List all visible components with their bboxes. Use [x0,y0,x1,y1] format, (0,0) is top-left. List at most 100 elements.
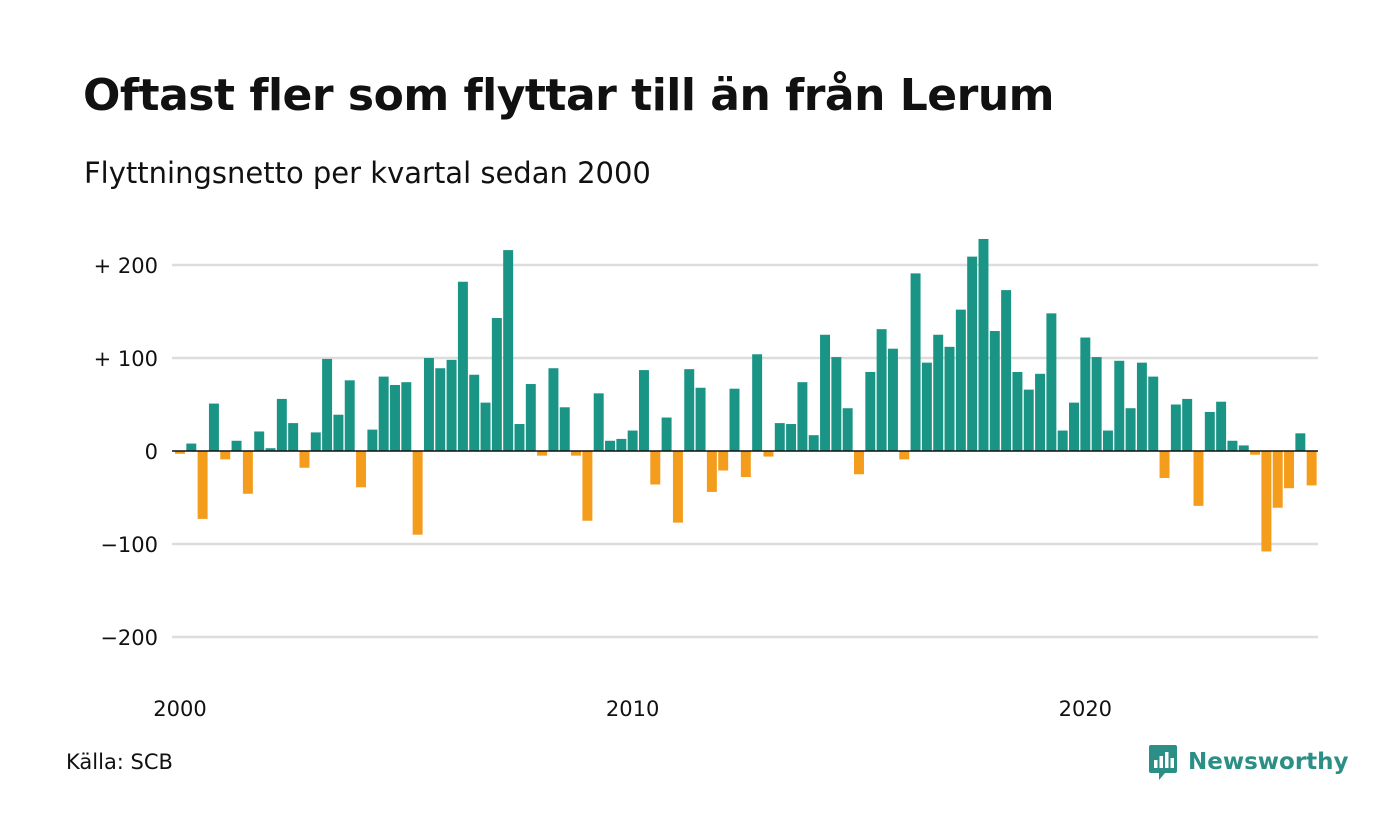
bar [729,388,740,451]
bar [786,424,797,451]
bar [944,346,955,451]
bar [1057,430,1068,451]
bar [1114,360,1125,451]
bar [503,250,514,451]
bar [276,398,287,451]
chart-title: Oftast fler som flyttar till än från Ler… [83,70,1055,121]
bar [582,451,593,521]
bar [333,414,344,451]
bar [1001,290,1012,451]
bar [356,451,367,488]
bar [842,408,853,451]
bar [1170,404,1181,451]
brand-logo[interactable]: Newsworthy [1148,740,1349,784]
bar [1046,313,1057,451]
source-note: Källa: SCB [66,750,173,774]
bar [797,382,808,451]
x-axis-ticks: 2000 2010 2020 [153,697,1112,721]
bar [514,424,525,451]
bar [1216,401,1227,451]
bar [344,380,355,451]
bar [774,423,785,451]
bar [695,387,706,451]
bar [491,318,502,451]
bar [684,369,695,451]
y-tick-label: + 200 [94,254,158,278]
bar [865,371,876,451]
bar [378,376,389,451]
bar [1295,433,1306,451]
bar [921,362,932,451]
bar [1069,402,1079,451]
bar [978,238,989,451]
y-tick-label: −100 [100,533,158,557]
bar [175,451,185,454]
bar [1102,430,1113,451]
x-tick-label: 2010 [606,697,659,721]
bar [1204,411,1215,451]
bar [446,359,457,451]
chart-subtitle: Flyttningsnetto per kvartal sedan 2000 [84,156,651,190]
bar [435,368,446,451]
bar [831,357,842,451]
y-axis-ticks: + 200 + 100 0 −100 −200 [94,254,158,650]
y-tick-label: −200 [100,626,158,650]
bar [718,451,729,471]
bar [571,451,582,456]
bar [265,448,276,451]
x-tick-label: 2000 [153,697,206,721]
bar [672,451,683,523]
bar [989,331,1000,451]
bar [593,393,604,451]
bar [1091,357,1102,451]
bar [242,451,253,494]
bar [322,358,333,451]
brand-name: Newsworthy [1188,749,1349,775]
bar [548,368,559,451]
bar [310,432,321,451]
bar [1182,398,1193,451]
bar [1193,451,1204,506]
bar [299,451,310,468]
bar [220,451,231,460]
bar [288,423,299,451]
bar [910,273,921,451]
bar [854,451,864,475]
x-tick-label: 2020 [1059,697,1112,721]
y-tick-label: + 100 [94,347,158,371]
bar [752,354,763,451]
bar [933,334,944,451]
bar [1272,451,1283,508]
bar [763,451,774,457]
bar [876,329,887,451]
bar [208,403,219,451]
bar [1227,440,1238,451]
bar [1250,451,1261,455]
bar [627,430,638,451]
bar [1238,445,1249,451]
bar [186,443,197,451]
y-tick-label: 0 [145,440,158,464]
bar [820,334,831,451]
bar [423,358,434,451]
bar [559,407,570,451]
bar [1159,451,1170,478]
bar [367,429,378,451]
bar [1023,389,1034,451]
bar [706,451,717,492]
bar [740,451,751,478]
bar [254,431,265,451]
bar [1035,373,1046,451]
bar [808,435,819,451]
bar [616,438,627,451]
bar [537,451,548,456]
bar [661,417,672,451]
bar [390,384,400,451]
bar [638,370,649,451]
bar [469,374,480,451]
bar [1261,451,1272,552]
newsworthy-logo-icon [1149,745,1177,780]
bar [401,382,412,451]
bar [1306,451,1317,486]
bar [955,309,966,451]
